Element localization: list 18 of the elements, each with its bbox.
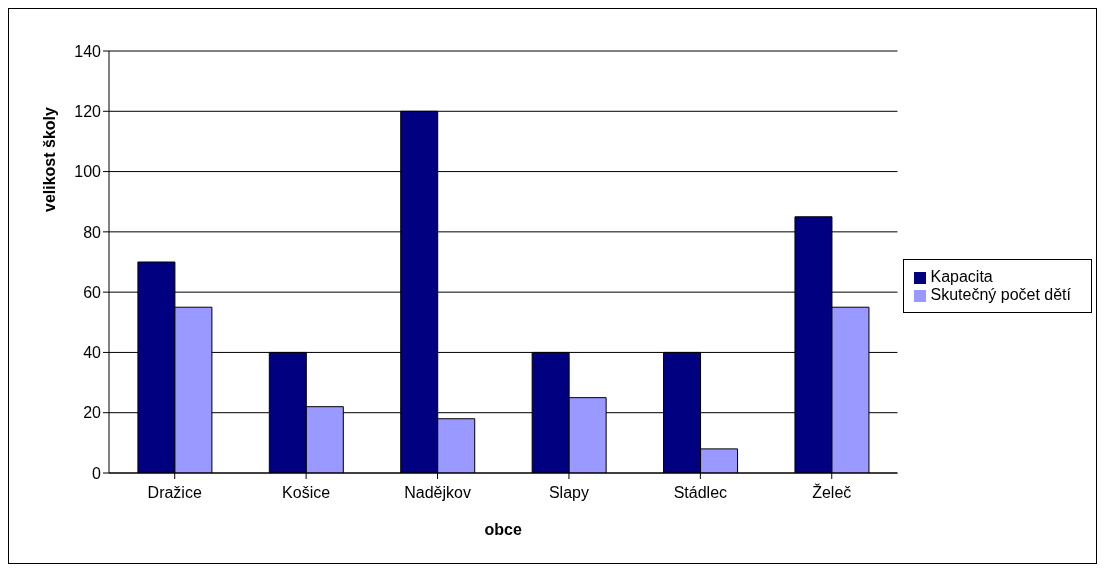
y-tick-label: 120 xyxy=(74,102,102,120)
y-tick-label: 80 xyxy=(83,223,102,241)
x-tick-label: Želeč xyxy=(812,483,852,502)
legend-label: Kapacita xyxy=(930,268,993,285)
y-tick-label: 60 xyxy=(83,283,102,301)
x-tick-label: Stádlec xyxy=(673,484,728,502)
y-tick-label: 140 xyxy=(74,42,102,60)
y-tick-label: 100 xyxy=(74,163,102,181)
x-axis-title: obce xyxy=(484,521,523,538)
x-tick-label: Slapy xyxy=(548,484,589,502)
x-tick-label: Košice xyxy=(282,484,331,502)
y-tick-label: 40 xyxy=(83,344,102,362)
y-axis-title: velikost školy xyxy=(40,106,58,212)
x-tick-label: Dražice xyxy=(147,484,202,502)
y-tick-label: 0 xyxy=(92,464,102,482)
legend-label: Skutečný počet dětí xyxy=(930,286,1071,303)
y-tick-label: 20 xyxy=(83,404,102,422)
x-tick-label: Nadějkov xyxy=(404,484,471,502)
